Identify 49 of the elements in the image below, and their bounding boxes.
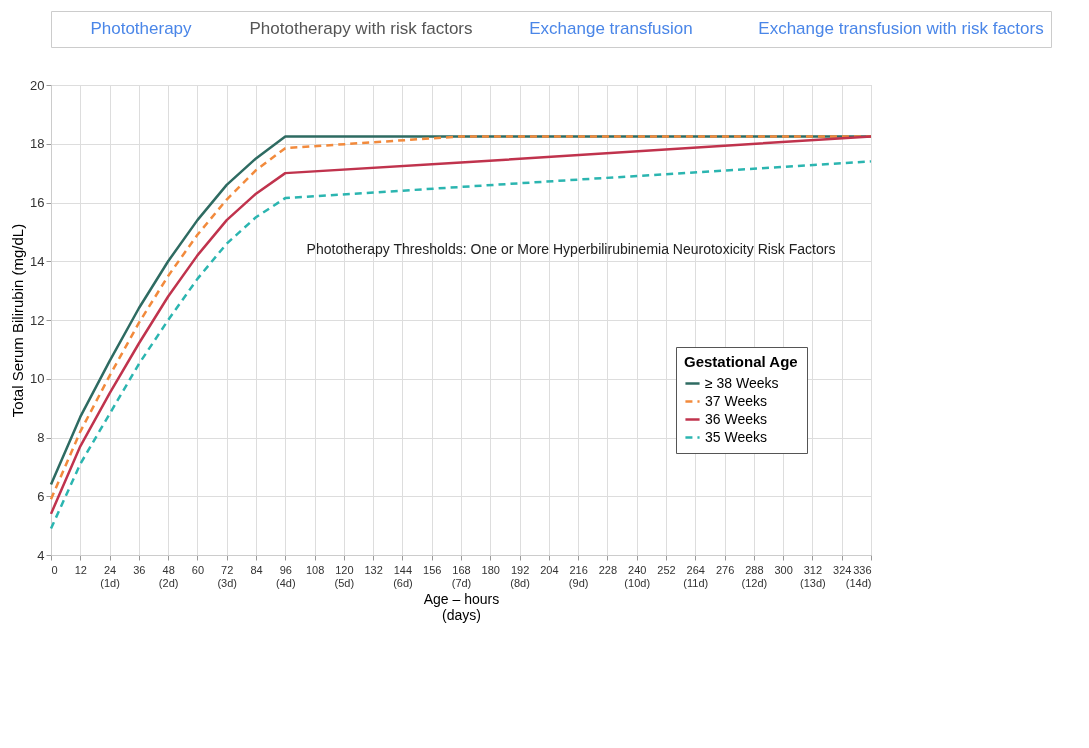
text: Exchange transfusion <box>529 19 693 38</box>
text: Phototherapy <box>90 19 193 38</box>
y-tick-label: 16 <box>30 195 45 210</box>
x-tick-label: 192 (8d) <box>510 563 530 589</box>
text: Phototherapy with risk factors <box>249 19 473 38</box>
y-axis-title: Total Serum Bilirubin (mg/dL) <box>9 223 27 418</box>
x-tick-label: 216 (9d) <box>568 563 589 589</box>
x-tick-label: 324 <box>833 563 852 576</box>
x-tick-label: 120 (5d) <box>334 563 355 589</box>
y-tick-label: 12 <box>30 312 45 328</box>
x-axis-title: Age – hours (days) <box>423 590 500 623</box>
x-tick-label: 108 <box>305 563 325 576</box>
x-tick-label: 144 (6d) <box>393 563 413 589</box>
x-tick-label: 36 <box>133 563 146 576</box>
y-tick-label: 14 <box>30 253 45 269</box>
x-tick-label: 156 <box>423 563 442 576</box>
x-tick-label: 60 <box>191 563 205 576</box>
x-tick-label: 84 <box>250 563 263 576</box>
text: Exchange transfusion with risk factors <box>758 19 1044 38</box>
x-tick-label: 228 <box>598 563 618 576</box>
y-tick-label: 6 <box>37 488 45 504</box>
y-tick-label: 18 <box>30 136 45 152</box>
x-tick-label: 264 (11d) <box>683 563 709 589</box>
x-tick-label: 276 <box>715 563 735 576</box>
x-tick-label: 204 <box>540 563 559 576</box>
y-tick-label: 20 <box>30 77 45 93</box>
legend-label: 36 Weeks <box>705 410 767 427</box>
y-tick-label: 10 <box>30 371 45 387</box>
x-tick-label: 48 (2d) <box>158 563 179 589</box>
x-tick-label: 0 <box>51 563 58 576</box>
y-tick-label: 8 <box>37 430 45 445</box>
x-tick-label: 300 <box>774 563 793 576</box>
x-tick-label: 180 <box>481 563 500 576</box>
x-tick-label: 12 <box>74 563 87 576</box>
x-tick-label: 312 (13d) <box>800 563 826 589</box>
x-tick-label: 132 <box>364 563 383 576</box>
x-tick-label: 288 (12d) <box>741 563 768 589</box>
x-tick-label: 96 (4d) <box>276 563 296 589</box>
legend-label: 35 Weeks <box>705 428 767 445</box>
annotation: Phototherapy Thresholds: One or More Hyperbilirubinemia Neurotoxicity Risk Factors <box>306 241 836 257</box>
y-tick-label: 4 <box>37 547 45 563</box>
legend-label: 37 Weeks <box>705 392 767 409</box>
x-tick-label: 252 <box>657 563 676 576</box>
x-tick-label: 240 (10d) <box>624 563 651 589</box>
legend-label: ≥ 38 Weeks <box>705 374 779 391</box>
x-tick-label: 24 (1d) <box>100 563 120 589</box>
x-tick-label: 168 (7d) <box>451 563 472 589</box>
x-tick-label: 72 (3d) <box>217 563 237 589</box>
legend-title: Gestational Age <box>684 353 798 370</box>
